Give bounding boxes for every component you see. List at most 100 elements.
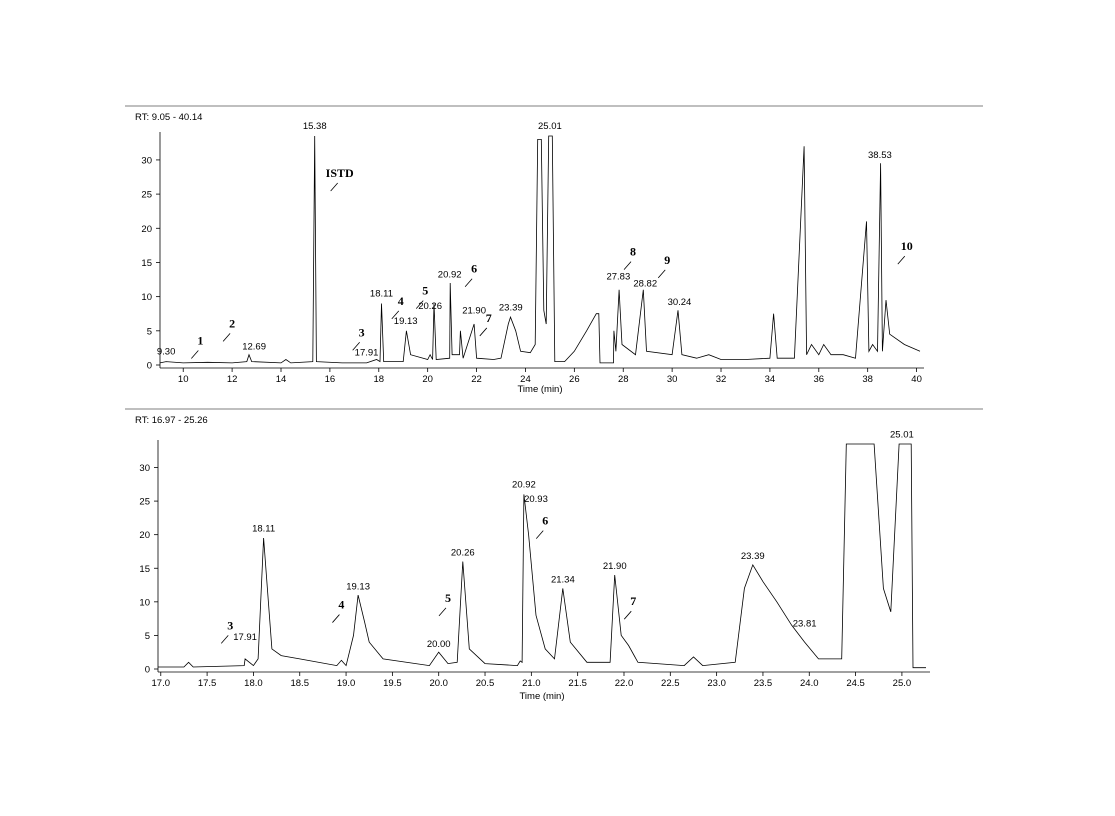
peak-label: 20.00: [427, 639, 451, 650]
x-tick-label: 23.0: [707, 678, 726, 689]
y-tick-label: 15: [139, 564, 150, 575]
peak-label: 20.92: [512, 480, 536, 491]
x-tick-label: 21.5: [568, 678, 587, 689]
peak-label: 23.81: [793, 619, 817, 630]
x-tick-label: 17.0: [152, 678, 171, 689]
compound-label: 7: [630, 594, 636, 608]
x-tick-label: 28: [618, 374, 629, 385]
peak-label: 19.13: [346, 582, 370, 593]
y-tick-label: 10: [141, 292, 152, 303]
y-tick-label: 25: [139, 497, 150, 508]
peak-label: 23.39: [741, 551, 765, 562]
y-tick-label: 10: [139, 597, 150, 608]
chart-title: RT: 9.05 - 40.14: [135, 112, 202, 123]
leader-line: [332, 614, 340, 623]
peak-label: 28.82: [633, 278, 657, 289]
x-tick-label: 18: [373, 374, 384, 385]
x-tick-label: 22.5: [661, 678, 680, 689]
compound-label: 2: [229, 316, 235, 330]
compound-label: 7: [486, 311, 492, 325]
x-tick-label: 19.5: [383, 678, 402, 689]
y-tick-label: 5: [147, 326, 152, 337]
x-tick-label: 16: [325, 374, 336, 385]
y-tick-label: 25: [141, 190, 152, 201]
x-tick-label: 24.0: [800, 678, 819, 689]
leader-line: [220, 635, 229, 644]
peak-label: 20.93: [524, 494, 548, 505]
compound-label: 6: [542, 514, 548, 528]
leader-line: [897, 255, 906, 265]
compound-label: 3: [227, 618, 233, 632]
leader-line: [623, 261, 632, 270]
compound-label: 9: [664, 253, 670, 267]
leader-line: [479, 327, 488, 337]
y-tick-label: 30: [141, 155, 152, 166]
chart-title: RT: 16.97 - 25.26: [135, 415, 208, 426]
x-tick-label: 19.0: [337, 678, 356, 689]
peak-label: 19.13: [394, 316, 418, 327]
peak-label: 20.26: [418, 301, 442, 312]
y-tick-label: 20: [141, 224, 152, 235]
x-tick-label: 23.5: [754, 678, 773, 689]
leader-line: [623, 610, 632, 620]
compound-label: 10: [901, 239, 913, 253]
y-tick-label: 0: [147, 361, 152, 372]
compound-label: ISTD: [326, 166, 354, 180]
peak-label: 21.90: [603, 561, 627, 572]
peak-label: 12.69: [242, 341, 266, 352]
compound-label: 5: [445, 591, 451, 605]
x-axis-label: Time (min): [519, 691, 564, 702]
compound-label: 5: [422, 284, 428, 298]
peak-label: 25.01: [538, 121, 562, 132]
x-tick-label: 17.5: [198, 678, 217, 689]
x-tick-label: 20.5: [476, 678, 495, 689]
x-tick-label: 21.0: [522, 678, 541, 689]
leader-line: [222, 333, 231, 342]
leader-line: [415, 300, 424, 309]
x-tick-label: 12: [227, 374, 238, 385]
y-tick-label: 30: [139, 463, 150, 474]
y-tick-label: 20: [139, 530, 150, 541]
leader-line: [191, 350, 199, 359]
x-tick-label: 20: [422, 374, 433, 385]
leader-line: [330, 182, 338, 192]
peak-label: 15.38: [303, 121, 327, 132]
x-tick-label: 14: [276, 374, 287, 385]
x-tick-label: 24: [520, 374, 531, 385]
peak-label: 9.30: [157, 347, 176, 358]
x-tick-label: 22.0: [615, 678, 634, 689]
peak-label: 23.39: [499, 302, 523, 313]
x-tick-label: 20.0: [429, 678, 448, 689]
peak-label: 18.11: [370, 289, 393, 300]
leader-line: [438, 607, 447, 617]
peak-label: 21.34: [551, 574, 575, 585]
peak-label: 18.11: [252, 523, 275, 534]
peak-label: 38.53: [868, 150, 892, 161]
x-tick-label: 34: [765, 374, 776, 385]
x-tick-label: 25.0: [893, 678, 912, 689]
compound-label: 4: [398, 294, 404, 308]
x-tick-label: 40: [911, 374, 922, 385]
trace: [159, 135, 921, 364]
y-tick-label: 5: [145, 631, 150, 642]
x-tick-label: 26: [569, 374, 580, 385]
trace: [158, 443, 926, 669]
y-tick-label: 0: [145, 665, 150, 676]
peak-label: 27.83: [606, 272, 630, 283]
leader-line: [535, 530, 544, 539]
x-tick-label: 10: [178, 374, 189, 385]
leader-line: [657, 269, 666, 279]
peak-label: 25.01: [890, 429, 914, 440]
compound-label: 8: [630, 245, 636, 259]
leader-line: [464, 278, 473, 287]
peak-label: 20.92: [438, 270, 462, 281]
compound-label: 1: [197, 333, 203, 347]
x-tick-label: 24.5: [846, 678, 865, 689]
compound-label: 3: [359, 325, 365, 339]
compound-label: 6: [471, 262, 477, 276]
leader-line: [391, 310, 400, 320]
x-tick-label: 22: [471, 374, 482, 385]
x-tick-label: 38: [862, 374, 873, 385]
y-tick-label: 15: [141, 258, 152, 269]
